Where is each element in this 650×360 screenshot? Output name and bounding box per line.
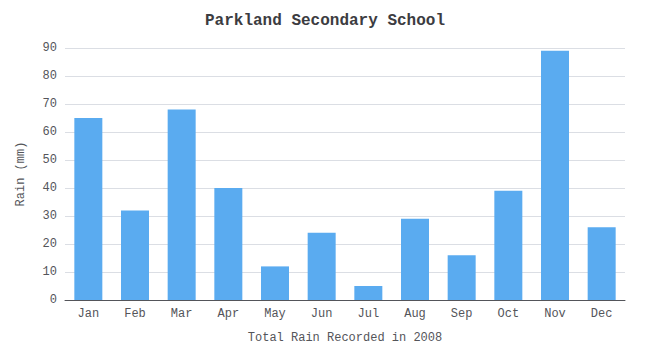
svg-text:10: 10 bbox=[43, 265, 57, 279]
svg-text:0: 0 bbox=[50, 293, 57, 307]
svg-text:May: May bbox=[264, 307, 286, 321]
svg-text:Apr: Apr bbox=[218, 307, 240, 321]
svg-text:Jan: Jan bbox=[78, 307, 100, 321]
svg-text:Jul: Jul bbox=[358, 307, 380, 321]
svg-text:80: 80 bbox=[43, 69, 57, 83]
svg-text:Sep: Sep bbox=[451, 307, 473, 321]
svg-text:Total Rain Recorded in 2008: Total Rain Recorded in 2008 bbox=[248, 331, 442, 345]
svg-text:Oct: Oct bbox=[498, 307, 520, 321]
svg-text:Mar: Mar bbox=[171, 307, 193, 321]
svg-text:Dec: Dec bbox=[591, 307, 613, 321]
svg-text:Feb: Feb bbox=[124, 307, 146, 321]
svg-text:90: 90 bbox=[43, 41, 57, 55]
svg-text:40: 40 bbox=[43, 181, 57, 195]
svg-text:Nov: Nov bbox=[544, 307, 566, 321]
svg-text:50: 50 bbox=[43, 153, 57, 167]
svg-text:70: 70 bbox=[43, 97, 57, 111]
svg-text:30: 30 bbox=[43, 209, 57, 223]
svg-text:Aug: Aug bbox=[404, 307, 426, 321]
svg-text:Rain (mm): Rain (mm) bbox=[14, 142, 28, 207]
svg-text:60: 60 bbox=[43, 125, 57, 139]
svg-text:20: 20 bbox=[43, 237, 57, 251]
svg-text:Parkland Secondary School: Parkland Secondary School bbox=[205, 12, 445, 30]
svg-text:Jun: Jun bbox=[311, 307, 333, 321]
